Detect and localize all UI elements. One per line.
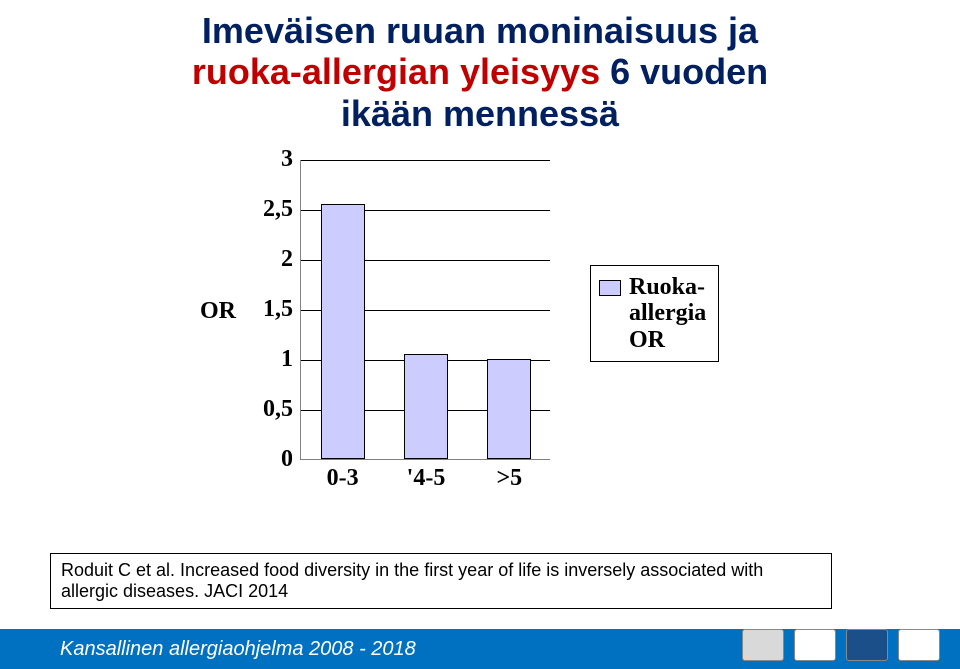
x-category-label: >5 [468,465,551,492]
y-tick-label: 1 [253,346,293,373]
bar-chart: OR 00,511,522,530-3'4-5>5 Ruoka- allergi… [170,160,790,500]
reference-text: Roduit C et al. Increased food diversity… [61,560,763,601]
legend-line1: Ruoka- [629,274,706,300]
legend-line2: allergia [629,300,706,326]
legend-swatch [599,280,621,296]
logo-iholitto [742,629,784,661]
y-tick-label: 0,5 [253,396,293,423]
bar [487,359,531,459]
legend: Ruoka- allergia OR [590,265,719,362]
footer-text: Kansallinen allergiaohjelma 2008 - 2018 [60,638,416,661]
footer-logos [742,629,940,661]
x-category-label: 0-3 [301,465,384,492]
title-line2-rest: 6 vuoden [600,51,768,92]
bar [404,354,448,459]
logo-allergia [846,629,888,661]
bar [321,204,365,459]
logo-filha [898,629,940,661]
title-line1: Imeväisen ruuan moninaisuus ja [202,10,758,51]
legend-text: Ruoka- allergia OR [629,274,706,353]
reference-citation: Roduit C et al. Increased food diversity… [50,553,832,609]
y-tick-label: 3 [253,146,293,173]
gridline [301,160,550,161]
x-category-label: '4-5 [384,465,467,492]
plot-area: 00,511,522,530-3'4-5>5 [300,160,550,460]
title-highlight: ruoka-allergian yleisyys [192,51,600,92]
y-axis-label: OR [200,298,236,325]
logo-heli [794,629,836,661]
chart-title: Imeväisen ruuan moninaisuus ja ruoka-all… [0,0,960,134]
y-tick-label: 0 [253,446,293,473]
legend-line3: OR [629,327,706,353]
y-tick-label: 2 [253,246,293,273]
y-tick-label: 1,5 [253,296,293,323]
title-line3: ikään mennessä [341,93,619,134]
y-tick-label: 2,5 [253,196,293,223]
